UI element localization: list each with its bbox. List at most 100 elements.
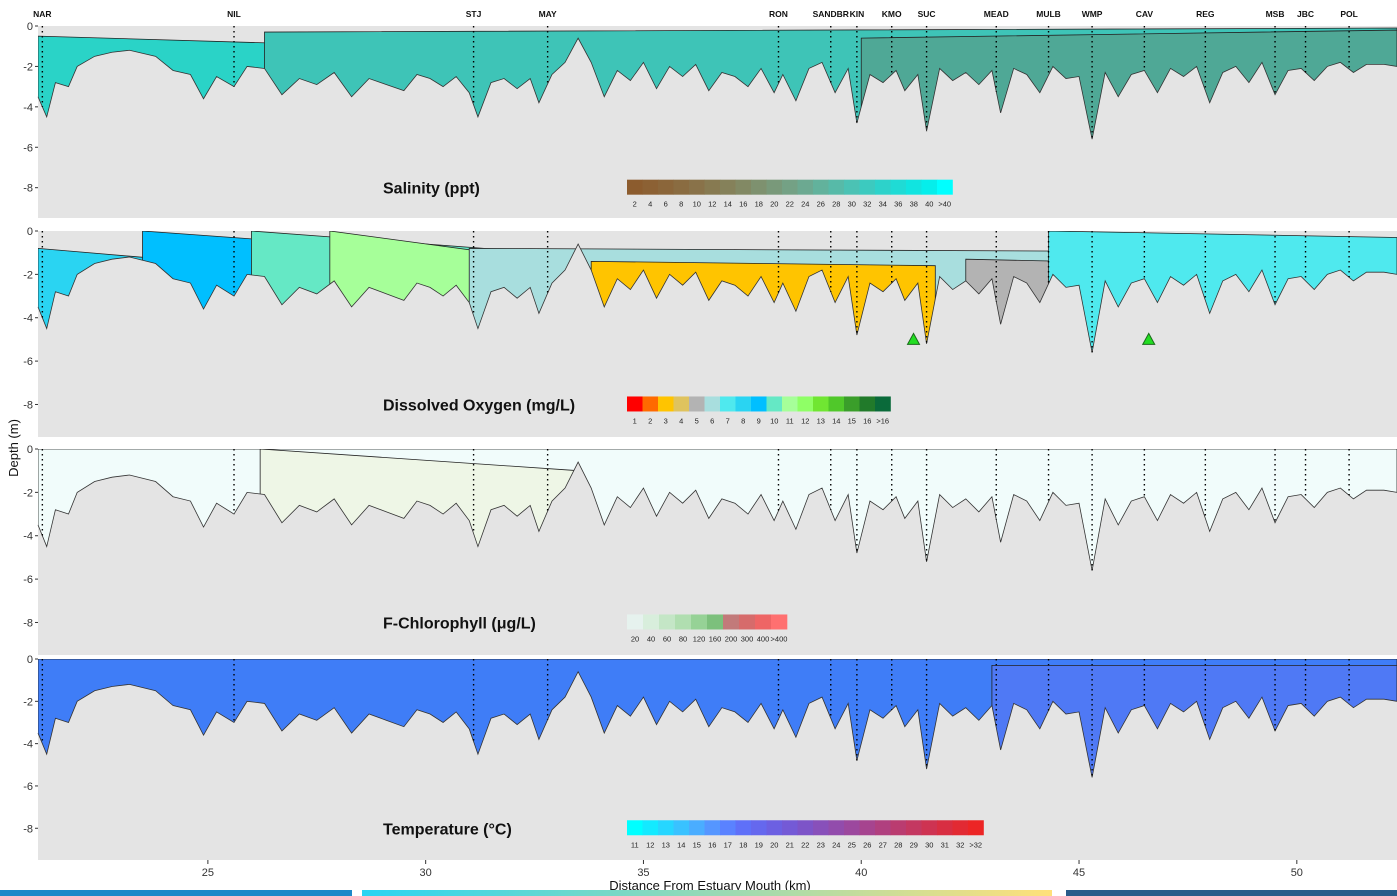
legend-swatch [735, 396, 752, 412]
legend-label: 20 [770, 840, 778, 849]
legend-swatch [627, 614, 644, 630]
legend-swatch [968, 820, 984, 836]
legend-swatch [723, 614, 740, 630]
legend-swatch [658, 820, 674, 836]
legend-label: 30 [925, 840, 933, 849]
legend-swatch [689, 396, 705, 412]
panel-3: 0 -2 -4 -6 -8 F-Chlorophyll (μg/L) 20 40 60 80 120… [23, 444, 1397, 655]
legend-label: 30 [848, 200, 856, 209]
station-label: REG [1196, 9, 1215, 19]
legend-swatch [875, 396, 891, 412]
legend-swatch [659, 614, 676, 630]
legend-swatch [704, 820, 721, 836]
legend-label: 9 [757, 416, 761, 425]
y-tick-label: 0 [27, 654, 33, 666]
legend: 1 2 3 4 5 6 7 8 9 10 11 12 13 14 15 16 >16 [627, 396, 891, 425]
x-tick-label: 25 [202, 867, 214, 879]
legend-swatch [828, 179, 845, 195]
y-tick-label: -2 [23, 696, 33, 708]
legend-label: 22 [786, 200, 794, 209]
legend-label: 26 [863, 840, 871, 849]
legend-swatch [627, 179, 643, 195]
legend-swatch [735, 820, 752, 836]
panel-4: 0-2-4-6-8 Temperature (°C)11 12 13 14 15 16 17 1… [23, 654, 1397, 860]
station-label: SANDBR [813, 9, 849, 19]
legend-swatch [755, 614, 772, 630]
legend-label: 17 [724, 840, 732, 849]
legend-swatch [844, 179, 860, 195]
legend-swatch [704, 179, 721, 195]
legend-swatch [890, 179, 907, 195]
legend-label: 38 [910, 200, 918, 209]
bottom-profile-line [37, 243, 1397, 353]
legend-swatch [813, 179, 829, 195]
legend-label: 6 [664, 200, 668, 209]
legend-label: 120 [693, 634, 706, 643]
legend-swatch [921, 179, 938, 195]
legend-swatch [921, 820, 938, 836]
legend-swatch [859, 396, 876, 412]
legend-swatch [813, 820, 829, 836]
station-label: MAY [539, 9, 557, 19]
legend-label: 32 [956, 840, 964, 849]
panel-title: Salinity (ppt) [383, 181, 480, 198]
legend: 11 12 13 14 15 16 17 18 19 20 21 22 23 24 25 26 27 28 29 30… [627, 820, 984, 849]
legend-label: 19 [755, 840, 763, 849]
legend-label: 14 [832, 416, 840, 425]
x-tick-label: 45 [1073, 867, 1085, 879]
panel-1: 0-2-4-6-8 Salinity (ppt)2 4 6 8 10 12 14 16 18 20 2… [23, 21, 1397, 218]
legend-label: 24 [801, 200, 809, 209]
legend-swatch [751, 179, 767, 195]
legend-swatch [797, 396, 814, 412]
legend-swatch [890, 820, 907, 836]
legend-label: >16 [876, 416, 889, 425]
legend-swatch [642, 820, 659, 836]
legend-label: 2 [633, 200, 637, 209]
y-tick-label: -6 [23, 781, 33, 793]
triangle-marker [906, 332, 921, 345]
legend-swatch [658, 179, 674, 195]
station-label: SUC [918, 9, 936, 19]
legend-swatch [797, 179, 814, 195]
station-label: NIL [227, 9, 241, 19]
legend-label: 8 [679, 200, 683, 209]
legend-label: 27 [879, 840, 887, 849]
legend-label: 22 [801, 840, 809, 849]
legend-swatch [673, 820, 690, 836]
legend-swatch [766, 820, 783, 836]
x-tick-label: 30 [420, 867, 432, 879]
legend-swatch [771, 614, 788, 630]
legend-label: 3 [664, 416, 668, 425]
bottom-strip [1066, 890, 1397, 896]
legend-swatch [643, 614, 660, 630]
legend-swatch [844, 820, 860, 836]
legend-swatch [735, 179, 752, 195]
station-label: KIN [850, 9, 865, 19]
legend-label: 24 [832, 840, 840, 849]
y-tick-label: 0 [27, 226, 33, 238]
legend-swatch [704, 396, 721, 412]
legend-label: 8 [741, 416, 745, 425]
legend-swatch [828, 396, 845, 412]
legend-swatch [952, 820, 969, 836]
legend-label: 12 [708, 200, 716, 209]
legend-label: 12 [646, 840, 654, 849]
y-tick-label: -4 [23, 531, 33, 543]
y-tick-label: -2 [23, 61, 33, 73]
legend: 20 40 60 80 120 160 200 300 400 >400 [627, 614, 787, 643]
legend-swatch [906, 820, 922, 836]
legend-label: 400 [757, 634, 770, 643]
bottom-strip [362, 890, 1052, 896]
legend-label: 32 [863, 200, 871, 209]
x-tick-label: 50 [1291, 867, 1303, 879]
legend-label: 40 [647, 634, 655, 643]
station-labels: NAR NIL STJ MAY RON SANDBR KIN KMO SUC MEAD MULB WM… [33, 9, 1358, 19]
legend-label: 31 [941, 840, 949, 849]
legend-swatch [751, 820, 767, 836]
legend-swatch [859, 820, 876, 836]
legend-label: 60 [663, 634, 671, 643]
legend-label: 25 [848, 840, 856, 849]
legend-label: >400 [771, 634, 788, 643]
legend-label: 2 [648, 416, 652, 425]
legend-label: 16 [708, 840, 716, 849]
